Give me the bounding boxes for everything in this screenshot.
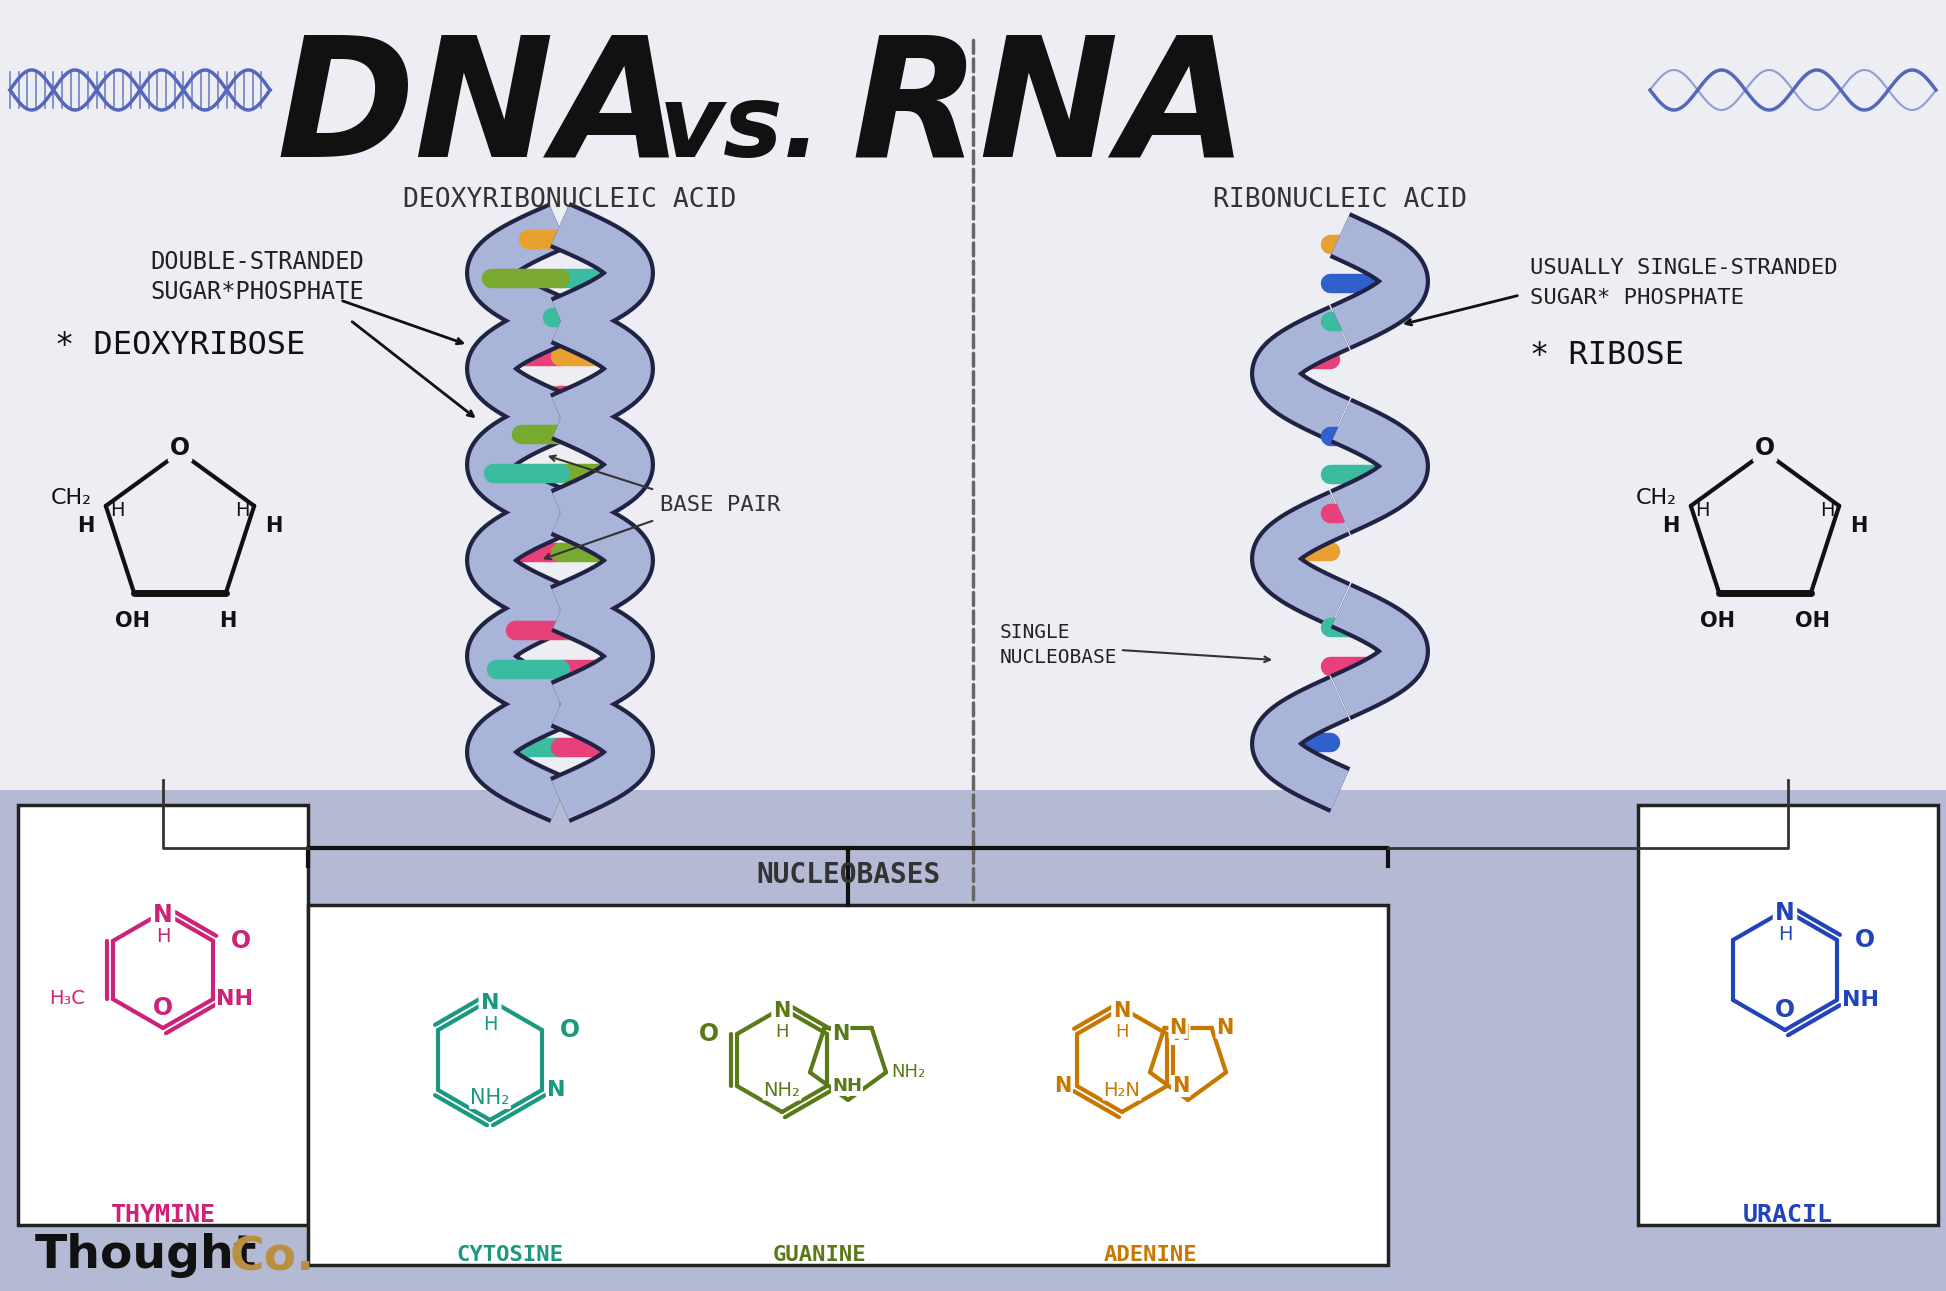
Text: H: H: [1662, 516, 1679, 536]
Text: THYMINE: THYMINE: [111, 1203, 216, 1226]
Text: H: H: [775, 1022, 788, 1041]
Text: H: H: [220, 611, 237, 631]
Text: N: N: [1216, 1017, 1234, 1038]
Text: Co.: Co.: [230, 1235, 315, 1281]
Text: OH: OH: [1699, 611, 1734, 631]
Text: H₃C: H₃C: [49, 989, 86, 1008]
Text: OH: OH: [1796, 611, 1831, 631]
Text: H: H: [1779, 924, 1792, 944]
Text: N: N: [1170, 1017, 1187, 1038]
Text: H: H: [156, 927, 169, 945]
Text: O: O: [169, 436, 191, 460]
Text: H: H: [483, 1015, 498, 1034]
Text: NH: NH: [833, 1077, 862, 1095]
Text: USUALLY SINGLE-STRANDED: USUALLY SINGLE-STRANDED: [1530, 258, 1837, 278]
Text: NUCLEOBASES: NUCLEOBASES: [755, 861, 940, 889]
Text: DOUBLE-STRANDED: DOUBLE-STRANDED: [150, 250, 364, 274]
Text: NH: NH: [216, 989, 253, 1010]
Text: DNA: DNA: [276, 28, 683, 191]
Bar: [18, 806, 307, 1225]
Text: * DEOXYRIBOSE: * DEOXYRIBOSE: [54, 329, 306, 360]
Text: H: H: [1115, 1022, 1129, 1041]
Text: H: H: [235, 501, 249, 520]
Text: BASE PAIR: BASE PAIR: [660, 494, 780, 515]
Text: H: H: [1820, 501, 1835, 520]
Text: O: O: [1855, 928, 1876, 951]
Text: URACIL: URACIL: [1744, 1203, 1833, 1226]
Text: N: N: [1775, 901, 1794, 924]
Text: RIBONUCLEIC ACID: RIBONUCLEIC ACID: [1212, 187, 1467, 213]
Text: SUGAR*PHOSPHATE: SUGAR*PHOSPHATE: [150, 280, 364, 303]
Text: DEOXYRIBONUCLEIC ACID: DEOXYRIBONUCLEIC ACID: [403, 187, 738, 213]
Text: Thought: Thought: [35, 1233, 257, 1278]
Text: O: O: [699, 1022, 718, 1046]
Text: NH: NH: [1843, 990, 1880, 1010]
Text: SUGAR* PHOSPHATE: SUGAR* PHOSPHATE: [1530, 288, 1744, 309]
Text: N: N: [773, 1001, 790, 1021]
Bar: [307, 905, 1387, 1265]
Text: OH: OH: [115, 611, 150, 631]
Text: CH₂: CH₂: [1635, 488, 1676, 507]
Text: CH₂: CH₂: [51, 488, 91, 507]
Text: H: H: [78, 516, 95, 536]
Text: N: N: [154, 902, 173, 927]
Text: NH₂: NH₂: [891, 1064, 924, 1082]
Text: NH₂: NH₂: [763, 1081, 800, 1100]
Text: O: O: [560, 1019, 580, 1042]
Bar: [1639, 806, 1938, 1225]
Text: N: N: [1171, 1024, 1189, 1044]
Text: CYTOSINE: CYTOSINE: [457, 1245, 564, 1265]
Text: N: N: [1171, 1075, 1189, 1096]
Text: vs.: vs.: [658, 81, 821, 178]
Text: H: H: [265, 516, 282, 536]
Text: H: H: [1851, 516, 1868, 536]
Text: H₂N: H₂N: [1103, 1081, 1140, 1100]
Text: N: N: [547, 1081, 566, 1100]
Text: SINGLE
NUCLEOBASE: SINGLE NUCLEOBASE: [1000, 624, 1117, 667]
Text: O: O: [154, 995, 173, 1020]
Text: N: N: [1113, 1001, 1131, 1021]
Text: H: H: [111, 501, 125, 520]
Text: N: N: [833, 1024, 848, 1044]
Text: ADENINE: ADENINE: [1103, 1245, 1197, 1265]
Text: GUANINE: GUANINE: [773, 1245, 866, 1265]
Text: * RIBOSE: * RIBOSE: [1530, 340, 1683, 371]
Text: O: O: [1775, 998, 1794, 1022]
Text: N: N: [1055, 1075, 1072, 1096]
Text: NH₂: NH₂: [471, 1088, 510, 1108]
Text: O: O: [232, 930, 251, 953]
Text: N: N: [481, 993, 500, 1013]
Text: RNA: RNA: [852, 28, 1249, 191]
Text: H: H: [1695, 501, 1711, 520]
Bar: [0, 790, 1946, 1291]
Text: O: O: [1755, 436, 1775, 460]
